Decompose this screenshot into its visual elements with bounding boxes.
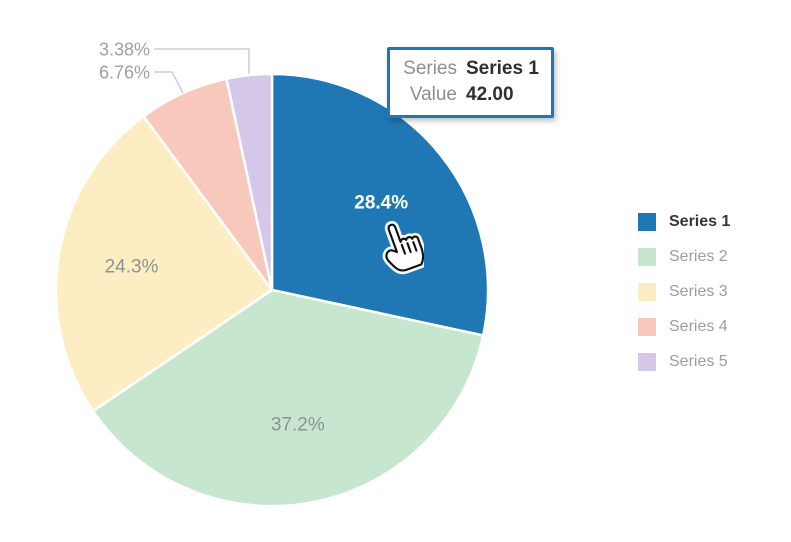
legend-swatch — [638, 212, 656, 231]
slice-percent-label-1: 28.4% — [354, 192, 408, 213]
slice-percent-label-4: 6.76% — [99, 62, 150, 82]
pointing-hand-cursor-icon — [382, 221, 424, 275]
pie-slice-series-2[interactable] — [91, 288, 485, 508]
label-leader-line-5 — [154, 48, 250, 74]
legend-item-series-5[interactable]: Series 5 — [638, 344, 730, 379]
pie-slices — [54, 72, 490, 508]
legend-swatch — [638, 247, 656, 266]
legend-swatch — [638, 282, 656, 301]
slice-percent-label-5: 3.38% — [99, 39, 150, 59]
pie-slice-series-5[interactable] — [225, 72, 274, 292]
legend-label: Series 4 — [669, 317, 728, 335]
leader-lines — [154, 48, 250, 94]
pie-slice-series-1[interactable] — [270, 72, 490, 337]
slice-labels: 28.4% 37.2% 24.3% 6.76% 3.38% — [99, 39, 408, 435]
tooltip-series-label: Series — [403, 58, 457, 79]
label-leader-line-4 — [154, 71, 184, 94]
tooltip-value-row: Value 42.00 — [401, 82, 539, 108]
tooltip-value-value: 42.00 — [466, 84, 514, 105]
legend-label: Series 2 — [669, 247, 728, 265]
legend-swatch — [638, 317, 656, 336]
legend-label: Series 3 — [669, 282, 728, 300]
legend-item-series-3[interactable]: Series 3 — [638, 274, 730, 309]
legend-item-series-4[interactable]: Series 4 — [638, 309, 730, 344]
legend-swatch — [638, 352, 656, 371]
slice-percent-label-2: 37.2% — [271, 414, 325, 435]
tooltip-value-label: Value — [409, 84, 457, 105]
tooltip-series-value: Series 1 — [466, 58, 539, 79]
pie-slice-series-3[interactable] — [54, 115, 274, 413]
tooltip-series-row: Series Series 1 — [401, 56, 539, 82]
legend-item-series-1[interactable]: Series 1 — [638, 204, 730, 239]
legend-label: Series 1 — [669, 212, 731, 230]
legend-item-series-2[interactable]: Series 2 — [638, 239, 730, 274]
tooltip: Series Series 1 Value 42.00 — [387, 47, 554, 118]
slice-percent-label-3: 24.3% — [105, 257, 159, 278]
legend: Series 1 Series 2 Series 3 Series 4 Series 5 — [638, 204, 730, 379]
legend-label: Series 5 — [669, 352, 728, 370]
